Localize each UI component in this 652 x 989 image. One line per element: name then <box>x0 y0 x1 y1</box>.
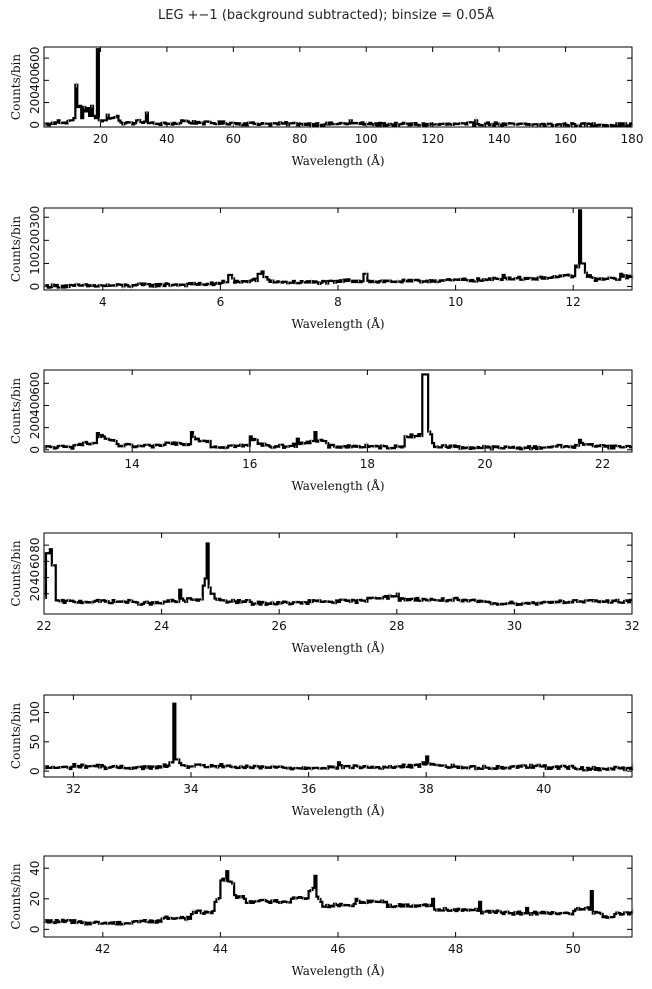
x-tick-label: 6 <box>217 295 225 309</box>
x-tick-label: 26 <box>272 619 287 633</box>
x-tick-label: 32 <box>66 782 81 796</box>
x-tick-label: 120 <box>421 132 444 146</box>
x-tick-label: 160 <box>554 132 577 146</box>
spectrum-panel-5: 32 34 36 38 40 0 50 100 Wavelength (Å) Counts/bin <box>9 694 634 818</box>
spectrum-line <box>44 542 632 606</box>
y-axis-label: Counts/bin <box>9 540 23 606</box>
x-tick-label: 30 <box>507 619 522 633</box>
spectrum-line <box>44 373 632 451</box>
y-tick-label: 0 <box>28 446 42 454</box>
plot-frame <box>43 46 633 128</box>
x-tick-label: 28 <box>389 619 404 633</box>
x-tick-label: 38 <box>419 782 434 796</box>
x-tick-label: 34 <box>183 782 198 796</box>
y-tick-label: 60 <box>28 554 42 569</box>
y-tick-label: 400 <box>28 69 42 92</box>
x-tick-label: 10 <box>448 295 463 309</box>
y-tick-label: 100 <box>28 252 42 275</box>
y-tick-label: 400 <box>28 394 42 417</box>
x-tick-label: 40 <box>159 132 174 146</box>
y-axis-label: Counts/bin <box>9 863 23 929</box>
x-tick-label: 20 <box>93 132 108 146</box>
x-axis-label: Wavelength (Å) <box>291 316 384 331</box>
spectrum-panel-6: 42 44 46 48 50 0 20 40 Wavelength (Å) Counts/bin <box>9 855 634 978</box>
x-tick-label: 46 <box>330 942 345 956</box>
spectrum-line <box>44 702 634 772</box>
x-tick-label: 44 <box>213 942 228 956</box>
spectrum-line <box>44 870 634 926</box>
plot-frame <box>43 855 633 938</box>
x-tick-label: 18 <box>360 457 375 471</box>
x-tick-label: 40 <box>536 782 551 796</box>
y-tick-label: 200 <box>28 229 42 252</box>
y-axis-label: Counts/bin <box>9 216 23 282</box>
x-tick-label: 36 <box>301 782 316 796</box>
x-tick-label: 4 <box>99 295 107 309</box>
y-tick-label: 0 <box>28 283 42 291</box>
x-tick-label: 24 <box>154 619 169 633</box>
plot-frame <box>43 694 633 778</box>
x-axis-label: Wavelength (Å) <box>291 963 384 978</box>
y-tick-label: 200 <box>28 416 42 439</box>
x-tick-label: 32 <box>624 619 639 633</box>
x-tick-label: 22 <box>36 619 51 633</box>
plot-frame <box>43 369 633 453</box>
y-tick-label: 600 <box>28 372 42 395</box>
x-tick-label: 180 <box>621 132 644 146</box>
y-tick-label: 20 <box>28 891 42 906</box>
spectrum-line <box>44 209 634 289</box>
x-tick-label: 140 <box>488 132 511 146</box>
y-tick-label: 50 <box>28 734 42 749</box>
x-tick-label: 8 <box>334 295 342 309</box>
y-axis-label: Counts/bin <box>9 703 23 769</box>
x-axis-label: Wavelength (Å) <box>291 640 384 655</box>
x-tick-label: 48 <box>448 942 463 956</box>
y-axis-label: Counts/bin <box>9 54 23 120</box>
y-tick-label: 200 <box>28 91 42 114</box>
x-tick-label: 80 <box>292 132 307 146</box>
figure-title: LEG +−1 (background subtracted); binsize… <box>157 8 494 23</box>
y-tick-label: 0 <box>28 121 42 129</box>
spectrum-line <box>44 48 632 128</box>
x-tick-label: 100 <box>355 132 378 146</box>
x-tick-label: 14 <box>125 457 140 471</box>
x-tick-label: 22 <box>595 457 610 471</box>
y-tick-label: 300 <box>28 206 42 229</box>
y-axis-label: Counts/bin <box>9 378 23 444</box>
x-axis-label: Wavelength (Å) <box>291 153 384 168</box>
y-tick-label: 80 <box>28 538 42 553</box>
x-tick-label: 16 <box>242 457 257 471</box>
x-tick-label: 20 <box>477 457 492 471</box>
y-tick-label: 600 <box>28 47 42 70</box>
plot-frame <box>43 532 633 615</box>
y-tick-label: 40 <box>28 861 42 876</box>
x-tick-label: 42 <box>95 942 110 956</box>
y-tick-label: 20 <box>28 586 42 601</box>
y-tick-label: 40 <box>28 570 42 585</box>
y-tick-label: 0 <box>28 926 42 934</box>
x-axis-label: Wavelength (Å) <box>291 478 384 493</box>
x-tick-label: 50 <box>566 942 581 956</box>
y-tick-label: 0 <box>28 767 42 775</box>
x-tick-label: 60 <box>226 132 241 146</box>
x-tick-label: 12 <box>566 295 581 309</box>
x-axis-label: Wavelength (Å) <box>291 803 384 818</box>
y-tick-label: 100 <box>28 701 42 724</box>
